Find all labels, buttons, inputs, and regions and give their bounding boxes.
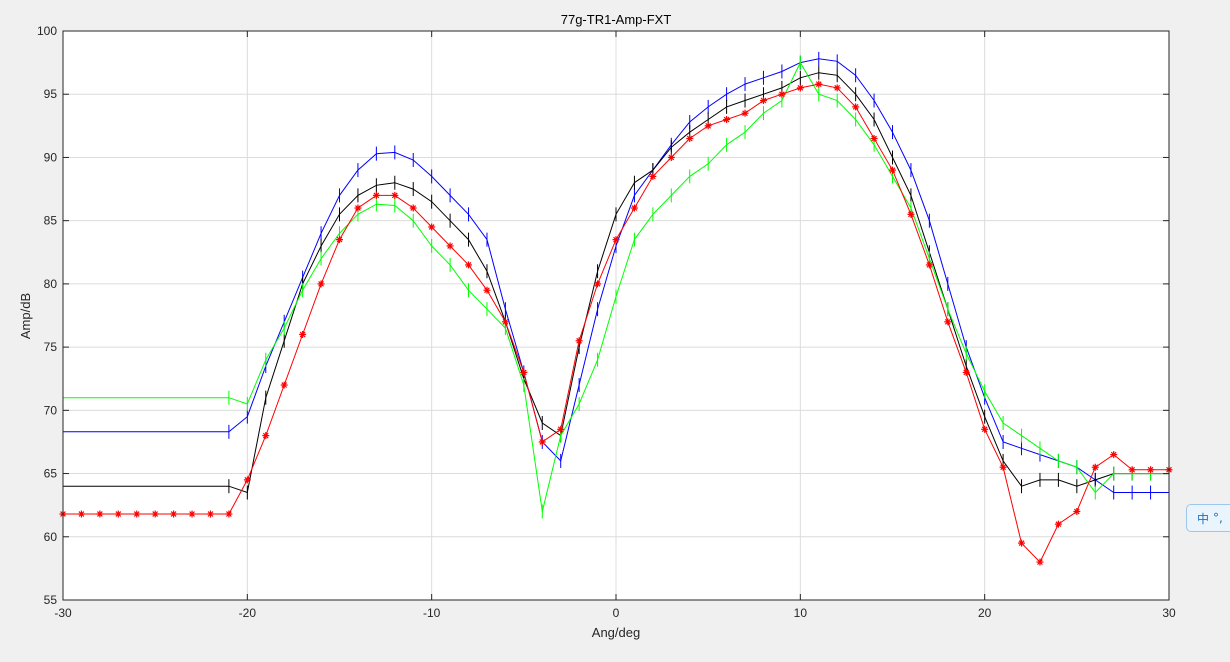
ime-char: 中 (1197, 511, 1210, 526)
series-point (944, 318, 952, 326)
series-point (1073, 507, 1081, 515)
y-tick-label: 90 (44, 150, 58, 164)
series-point (391, 191, 399, 199)
series-point (889, 166, 896, 174)
series-point (741, 109, 749, 117)
series-point (243, 476, 251, 484)
series-point (336, 236, 343, 244)
ime-extra: °, (1213, 511, 1223, 525)
series-point (723, 116, 731, 124)
series-2 (62, 55, 1170, 519)
series-point (170, 510, 178, 518)
y-tick-label: 65 (44, 467, 58, 481)
y-axis-label: Amp/dB (18, 293, 33, 339)
series-point (981, 425, 989, 433)
series-point (501, 318, 509, 326)
series-point (815, 80, 823, 88)
series-point (1128, 466, 1136, 474)
series-point (1110, 451, 1118, 459)
series-point (612, 236, 620, 244)
y-tick-label: 60 (44, 530, 58, 544)
series-point (206, 510, 214, 518)
series-point (962, 368, 970, 376)
series-point (575, 337, 583, 345)
series-point (686, 134, 694, 142)
series-point (188, 510, 196, 518)
series-point (520, 368, 528, 376)
series-point (594, 280, 602, 288)
series-point (225, 510, 233, 518)
series-point (409, 204, 417, 212)
series-point (833, 84, 841, 92)
series-point (999, 463, 1007, 471)
series-point (907, 210, 915, 218)
series-point (299, 330, 307, 338)
series-point (870, 134, 878, 142)
ime-language-badge[interactable]: 中 °, (1186, 504, 1230, 532)
y-tick-label: 100 (37, 24, 57, 38)
series-point (852, 103, 860, 111)
series-point (262, 432, 270, 440)
y-tick-label: 70 (44, 403, 58, 417)
x-tick-label: 10 (794, 606, 808, 620)
series-point (630, 204, 638, 212)
series-point (704, 122, 712, 130)
series-point (151, 510, 159, 518)
axis-ticks: -30 -20 -10 0 10 20 30 55 60 65 70 75 80 85 90 95 100 (37, 24, 1176, 620)
series-point (759, 97, 767, 105)
series-point (649, 172, 657, 180)
series-point (778, 90, 786, 98)
series-point (77, 510, 85, 518)
series-point (538, 438, 546, 446)
x-tick-label: 30 (1162, 606, 1176, 620)
series-point (1036, 558, 1044, 566)
series-point (133, 510, 141, 518)
series-point (372, 191, 380, 199)
x-tick-label: -10 (423, 606, 441, 620)
series-point (483, 286, 491, 294)
series-point (465, 261, 473, 269)
series-point (1018, 539, 1026, 547)
x-tick-label: -20 (239, 606, 257, 620)
y-tick-label: 80 (44, 277, 58, 291)
y-tick-label: 85 (44, 214, 58, 228)
x-tick-label: 0 (613, 606, 620, 620)
series-point (1091, 463, 1099, 471)
x-tick-label: -30 (54, 606, 72, 620)
x-tick-label: 20 (978, 606, 992, 620)
series-point (354, 204, 362, 212)
series-point (557, 425, 565, 433)
series-point (1054, 520, 1062, 528)
series-point (280, 381, 288, 389)
series-point (114, 510, 122, 518)
series-point (428, 223, 436, 231)
series-point (796, 84, 804, 92)
series-point (446, 242, 454, 250)
x-axis-label: Ang/deg (592, 625, 640, 640)
series-point (667, 153, 675, 161)
y-tick-label: 55 (44, 593, 58, 607)
series-point (925, 261, 933, 269)
chart-title: 77g-TR1-Amp-FXT (561, 12, 672, 27)
series-point (317, 280, 325, 288)
y-tick-label: 95 (44, 87, 58, 101)
y-tick-label: 75 (44, 340, 58, 354)
series-point (1147, 466, 1155, 474)
series-point (96, 510, 104, 518)
series-group (59, 51, 1173, 566)
series-3 (59, 80, 1173, 566)
